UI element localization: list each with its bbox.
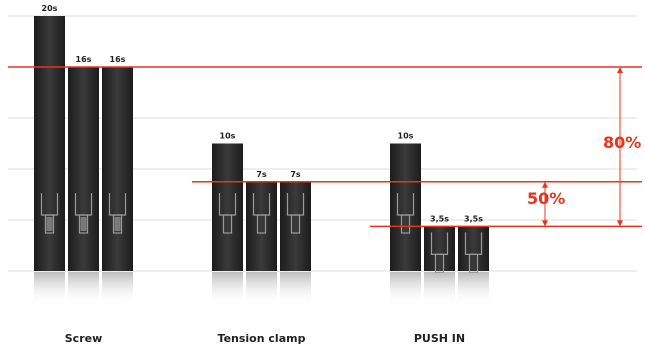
bar-reflection	[212, 272, 243, 306]
screw-thread-icon	[114, 217, 121, 231]
terminal-body-icon	[434, 253, 445, 273]
bar-group-push-in	[390, 143, 489, 306]
arrow-down-icon	[617, 220, 623, 227]
bar-reflection	[102, 272, 133, 306]
arrow-80	[617, 67, 623, 227]
terminal-body-icon	[44, 214, 55, 234]
value-label: 10s	[220, 132, 236, 141]
value-label: 16s	[110, 55, 126, 64]
terminal-body-icon	[256, 214, 267, 234]
bar	[68, 67, 99, 271]
terminal-icon	[108, 193, 127, 234]
bar-reflection	[68, 272, 99, 306]
reference-lines	[8, 66, 642, 228]
terminal-body-icon	[468, 253, 479, 273]
terminal-icon	[74, 193, 93, 234]
bar-reflection	[280, 272, 311, 306]
value-label: 10s	[398, 132, 414, 141]
terminal-body-icon	[222, 214, 233, 234]
terminal-body-icon	[400, 214, 411, 234]
percent-label-50: 50%	[527, 189, 565, 208]
value-label: 20s	[42, 4, 58, 13]
terminal-icon	[40, 193, 59, 234]
category-label: PUSH IN	[414, 332, 465, 345]
terminal-icon	[430, 232, 449, 273]
bar	[280, 181, 311, 271]
bar-reflection	[246, 272, 277, 306]
terminal-body-icon	[78, 214, 89, 234]
percent-label-80: 80%	[603, 133, 641, 152]
value-label: 7s	[290, 170, 301, 179]
terminal-body-icon	[290, 214, 301, 234]
bar-reflection	[390, 272, 421, 306]
arrow-up-icon	[542, 181, 548, 188]
bar-reflection	[458, 272, 489, 306]
terminal-icon	[286, 193, 305, 234]
value-label: 16s	[76, 55, 92, 64]
value-label: 3,5s	[464, 214, 483, 223]
terminal-icon	[218, 193, 237, 234]
screw-thread-icon	[46, 217, 53, 231]
bar	[102, 67, 133, 271]
arrow-down-icon	[542, 220, 548, 227]
terminal-icon	[396, 193, 415, 234]
bar-reflection	[34, 272, 65, 306]
bar-group-tension-clamp	[212, 143, 311, 306]
bar	[390, 143, 421, 271]
screw-thread-icon	[80, 217, 87, 231]
category-label: Screw	[65, 332, 103, 345]
bars	[34, 16, 489, 306]
arrow-50	[542, 181, 548, 227]
terminal-icon	[252, 193, 271, 234]
bar	[212, 143, 243, 271]
bar-reflection	[424, 272, 455, 306]
value-label: 3,5s	[430, 214, 449, 223]
arrow-up-icon	[617, 67, 623, 73]
annotations	[542, 67, 623, 227]
category-label: Tension clamp	[218, 332, 306, 345]
bar	[458, 226, 489, 271]
labels: 20s 16s 16s Screw 10s 7s 7s Tension clamp 10s 3,5…	[42, 4, 642, 345]
bar-group-screw	[34, 16, 133, 306]
bar	[246, 181, 277, 271]
terminal-icon	[464, 232, 483, 273]
bar	[424, 226, 455, 271]
value-label: 7s	[256, 170, 267, 179]
terminal-body-icon	[112, 214, 123, 234]
